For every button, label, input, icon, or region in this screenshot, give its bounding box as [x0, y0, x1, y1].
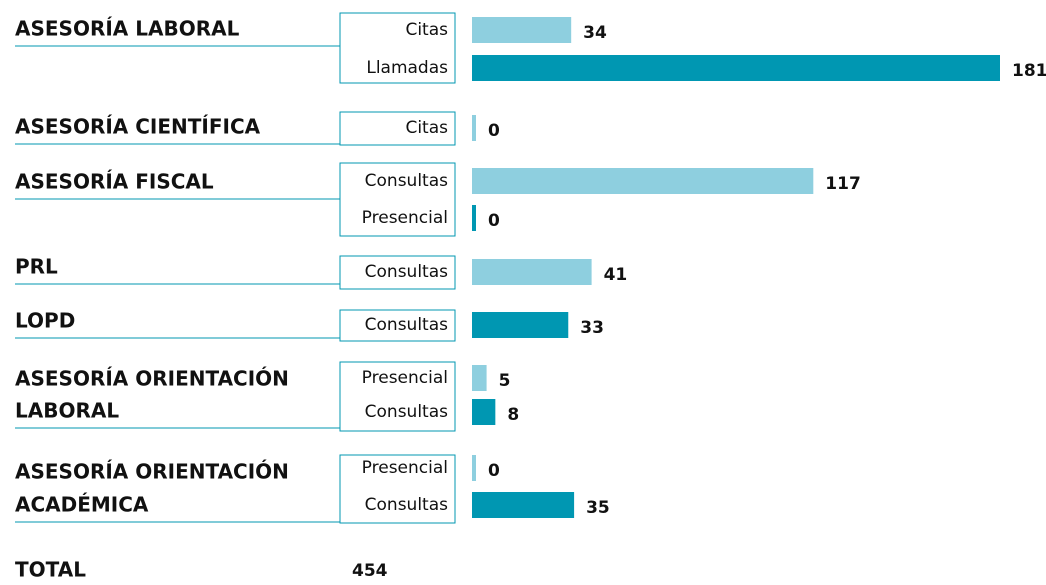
total-label: TOTAL: [15, 558, 86, 582]
value-label: 41: [604, 265, 628, 285]
value-label: 35: [586, 498, 610, 518]
bar: [472, 115, 476, 141]
group-label: ACADÉMICA: [15, 493, 149, 517]
group-label: ASESORÍA FISCAL: [15, 170, 214, 194]
item-label: Citas: [405, 20, 448, 40]
item-label: Consultas: [365, 262, 448, 282]
bar: [472, 492, 575, 518]
value-label: 0: [488, 121, 500, 141]
item-box: [339, 361, 456, 432]
value-label: 181: [1012, 61, 1046, 81]
group-label: LOPD: [15, 309, 75, 333]
group-label: ASESORÍA ORIENTACIÓN: [15, 367, 289, 391]
value-label: 0: [488, 461, 500, 481]
item-box: [339, 111, 456, 146]
item-label: Presencial: [362, 208, 448, 228]
item-label: Consultas: [365, 315, 448, 335]
group-label: ASESORÍA ORIENTACIÓN: [15, 460, 289, 484]
group-label: ASESORÍA LABORAL: [15, 17, 240, 41]
item-label: Consultas: [365, 171, 448, 191]
total-value: 454: [352, 561, 388, 581]
bar: [472, 399, 496, 425]
bar: [472, 17, 572, 43]
group-label: PRL: [15, 255, 58, 279]
item-label: Consultas: [365, 495, 448, 515]
item-label: Llamadas: [366, 58, 448, 78]
bar: [472, 205, 476, 231]
item-label: Consultas: [365, 402, 448, 422]
group-label: LABORAL: [15, 399, 119, 423]
bar: [472, 55, 1000, 81]
item-label: Citas: [405, 118, 448, 138]
item-box: [339, 309, 456, 342]
value-label: 33: [580, 318, 604, 338]
group-label: ASESORÍA CIENTÍFICA: [15, 115, 261, 139]
bar: [472, 259, 592, 285]
item-label: Presencial: [362, 368, 448, 388]
item-box: [339, 162, 456, 237]
value-label: 0: [488, 211, 500, 231]
bar: [472, 312, 569, 338]
value-label: 117: [825, 174, 861, 194]
value-label: 34: [583, 23, 607, 43]
item-box: [339, 12, 456, 84]
item-box: [339, 454, 456, 524]
item-label: Presencial: [362, 458, 448, 478]
item-box: [339, 255, 456, 290]
value-label: 5: [499, 371, 511, 391]
bar: [472, 365, 487, 391]
bar: [472, 455, 476, 481]
bar: [472, 168, 814, 194]
value-label: 8: [507, 405, 519, 425]
